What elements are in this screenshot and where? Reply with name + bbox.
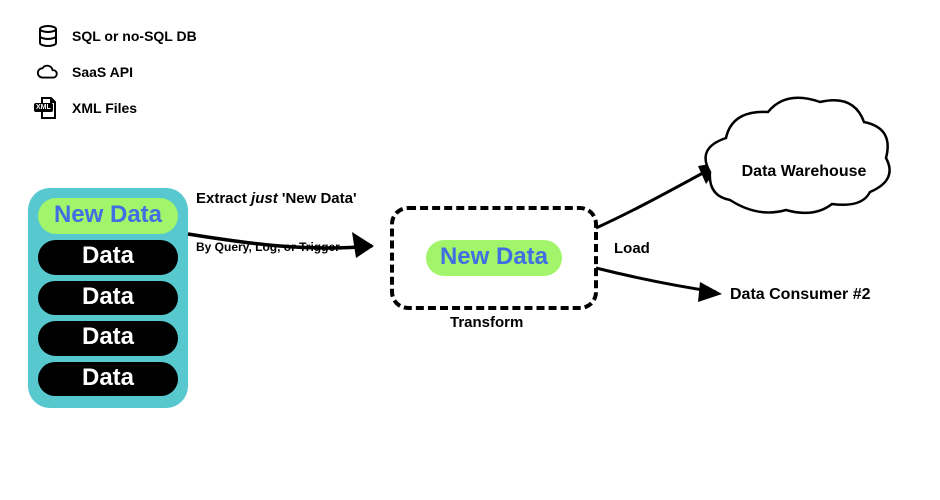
diagram-canvas: SQL or no-SQL DB SaaS API XML XML Files … [0, 0, 940, 500]
old-data-pill: Data [38, 240, 178, 274]
warehouse-label: Data Warehouse [742, 163, 867, 180]
transform-new-data-pill: New Data [426, 240, 562, 276]
new-data-pill: New Data [38, 198, 178, 234]
xml-badge: XML [34, 103, 53, 112]
legend-label-api: SaaS API [72, 64, 133, 80]
warehouse-cloud: Data Warehouse [706, 98, 890, 213]
legend-row-api: SaaS API [36, 60, 133, 84]
load-warehouse-arrow [596, 162, 722, 228]
extract-title-pre: Extract [196, 190, 251, 207]
old-data-pill: Data [38, 362, 178, 396]
database-icon [36, 24, 60, 48]
legend-row-db: SQL or no-SQL DB [36, 24, 197, 48]
legend-label-xml: XML Files [72, 100, 137, 116]
legend-row-xml: XML XML Files [36, 96, 137, 120]
legend-label-db: SQL or no-SQL DB [72, 28, 197, 44]
extract-title-post: 'New Data' [278, 190, 357, 207]
extract-title: Extract just 'New Data' [196, 190, 357, 207]
consumer-label: Data Consumer #2 [730, 286, 871, 304]
extract-subtitle: By Query, Log, or Trigger [196, 240, 340, 254]
source-data-card: New Data Data Data Data Data [28, 188, 188, 408]
transform-box: New Data [390, 206, 598, 310]
old-data-pill: Data [38, 281, 178, 315]
cloud-icon [36, 60, 60, 84]
transform-caption: Transform [450, 314, 523, 331]
xml-file-icon: XML [36, 96, 60, 120]
old-data-pill: Data [38, 321, 178, 355]
load-consumer-arrow [596, 268, 722, 302]
load-label: Load [614, 240, 650, 257]
extract-title-ital: just [251, 190, 278, 207]
